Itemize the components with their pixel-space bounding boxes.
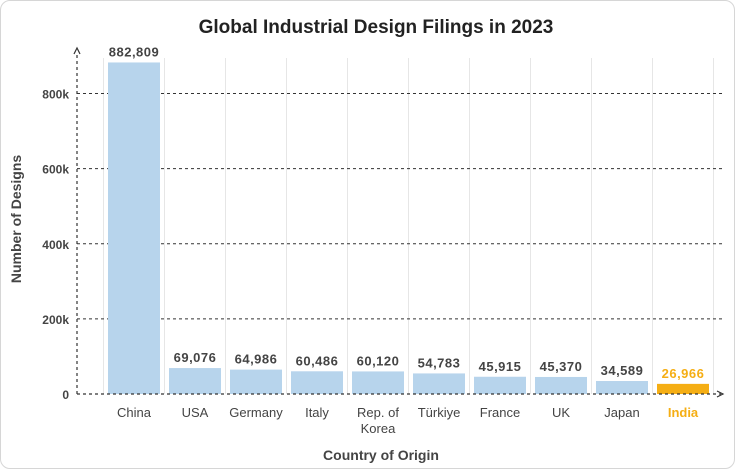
axes [73,46,725,398]
y-tick-label: 800k [42,88,69,102]
x-tick-label: Rep. of Korea [357,405,399,436]
value-label: 60,120 [357,353,400,368]
value-label: 882,809 [109,44,160,59]
gridlines [77,58,723,394]
value-label: 45,370 [540,359,583,374]
chart-title: Global Industrial Design Filings in 2023 [199,17,554,38]
value-label: 64,986 [235,352,278,367]
x-tick-label: USA [182,405,209,420]
y-axis-arrow [73,46,81,55]
y-tick-label: 400k [42,238,69,252]
bar-japan [596,381,648,394]
bar-usa [169,368,221,394]
x-tick-label: Italy [305,405,329,420]
x-axis-title: Country of Origin [323,447,439,463]
value-label: 34,589 [601,363,644,378]
y-tick-label: 0 [62,388,69,402]
value-label: 69,076 [174,350,217,365]
x-tick-label: Germany [229,405,283,420]
x-tick-label: UK [552,405,570,420]
bar-france [474,376,526,394]
value-label: 54,783 [418,355,461,370]
x-tick-label: Japan [604,405,639,420]
x-tick-label: France [480,405,520,420]
bar-india [657,383,709,394]
bar-rep-of-korea [352,371,404,394]
labels: 0 200k 400k 600k 800k 882,809 China 69,076 USA 64… [42,44,704,436]
value-label: 26,966 [662,366,705,381]
value-label: 45,915 [479,359,522,374]
bar-italy [291,371,343,394]
x-axis-arrow [716,390,725,398]
y-tick-label: 200k [42,313,69,327]
bars [108,62,709,394]
x-tick-label: China [117,405,152,420]
x-tick-label: India [668,405,699,420]
bar-germany [230,369,282,394]
bar-uk [535,376,587,394]
value-label: 60,486 [296,353,339,368]
y-axis-title: Number of Designs [8,155,24,284]
bar-t-rkiye [413,373,465,394]
x-tick-label: Türkiye [418,405,461,420]
bar-china [108,62,160,394]
y-tick-label: 600k [42,163,69,177]
